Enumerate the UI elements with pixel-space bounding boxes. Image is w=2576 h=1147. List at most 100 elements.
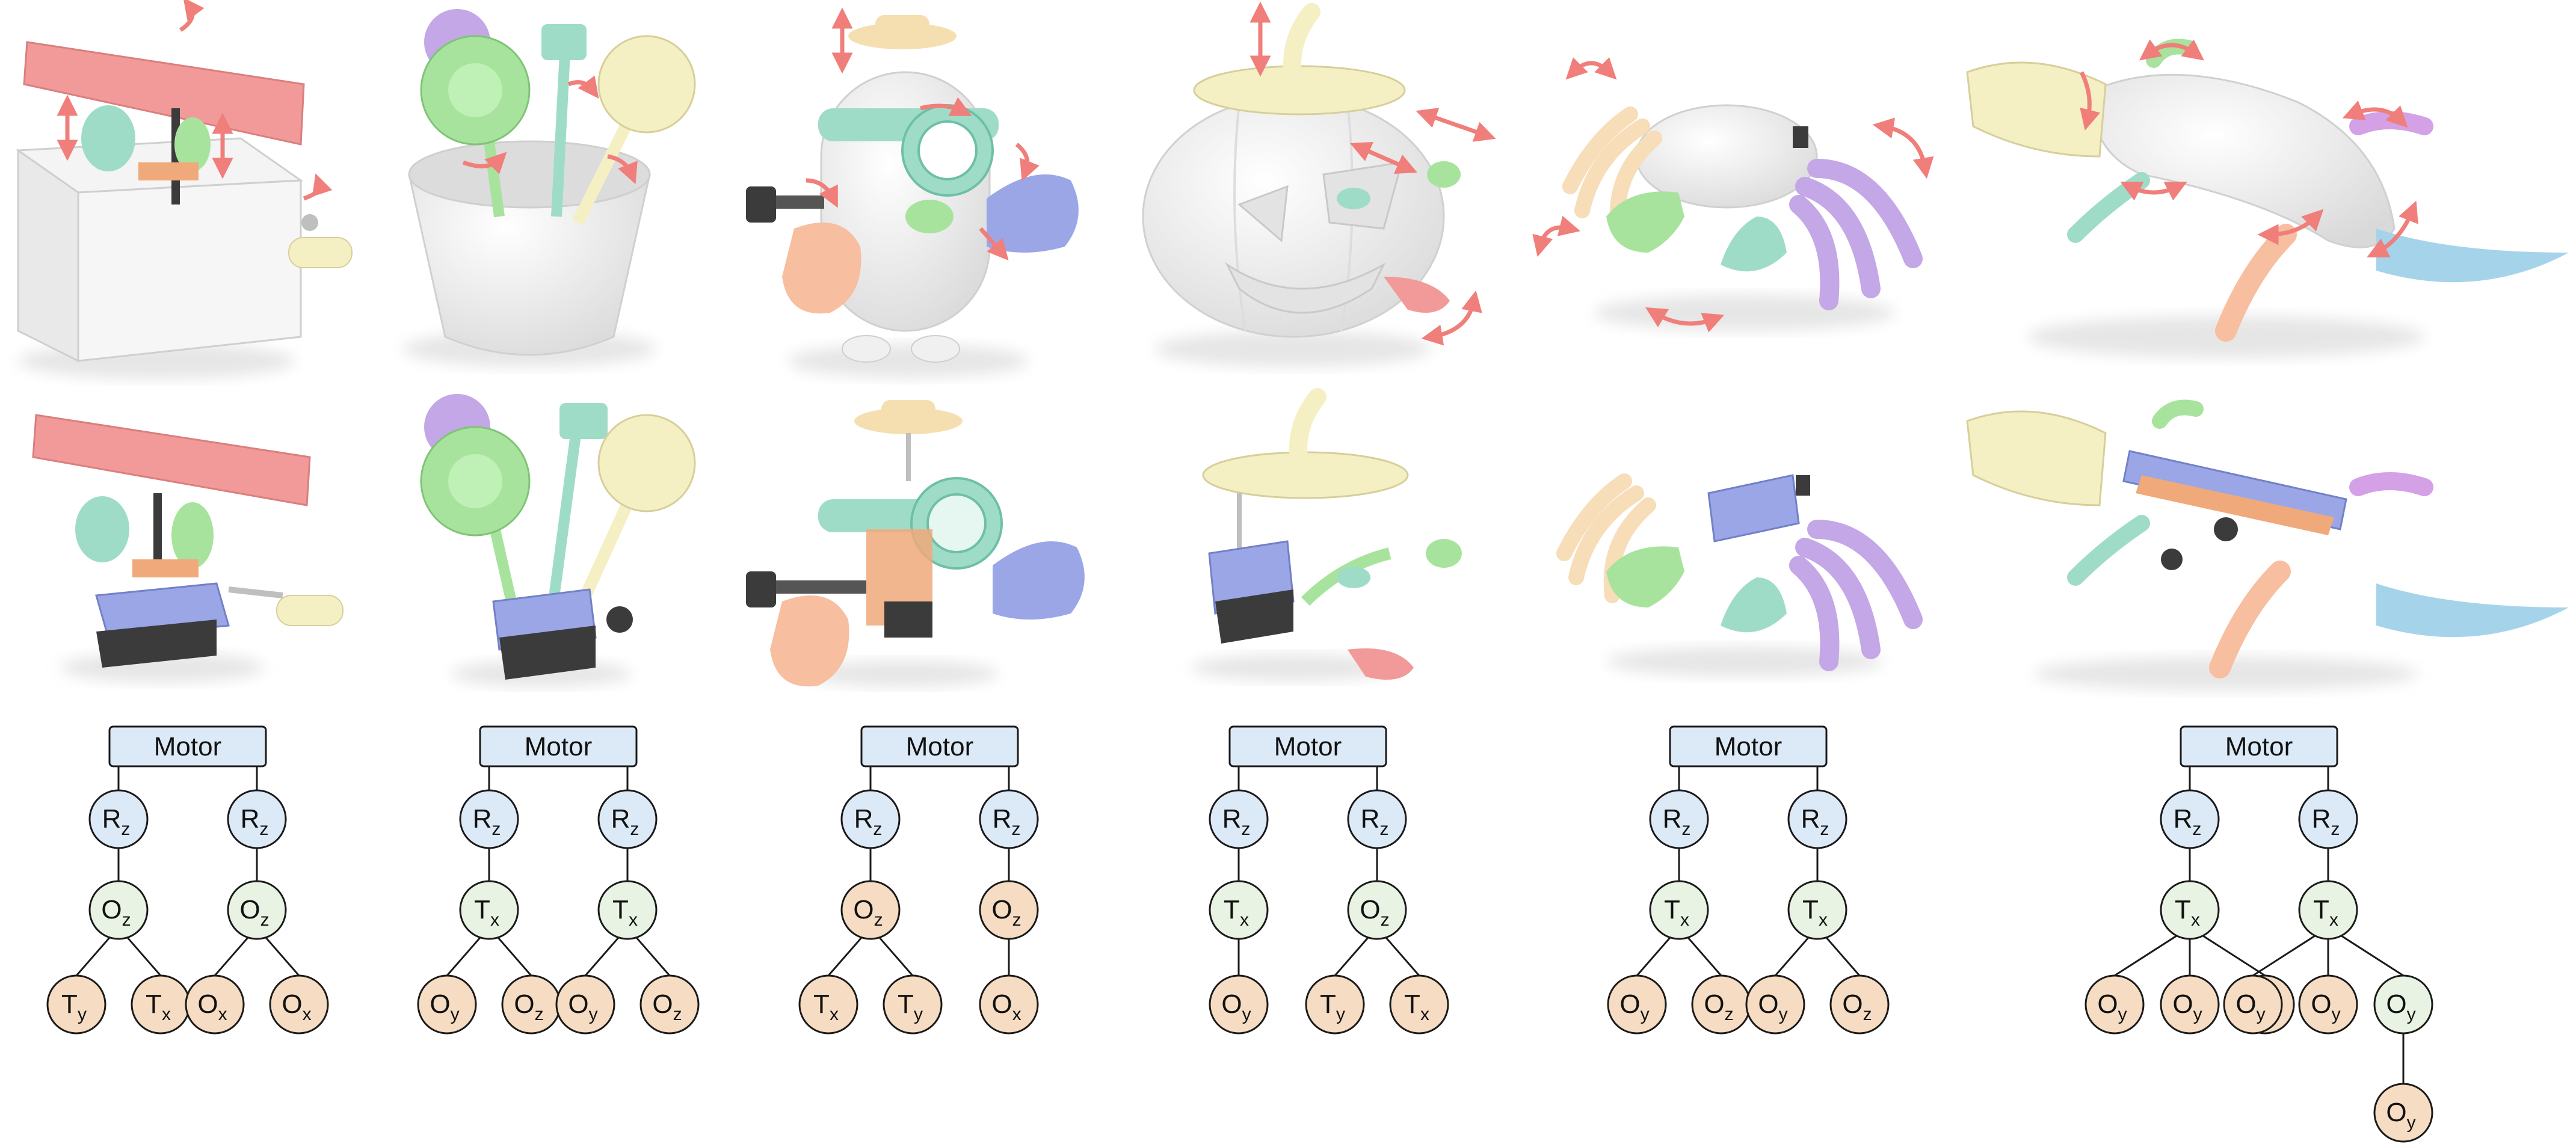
tree-node-label: Oy: [1619, 989, 1649, 1024]
tree-node-label: Oz: [1360, 895, 1389, 930]
pumpkin-assembled: [1142, 1, 1496, 367]
tree-node-rz: Rz: [1347, 789, 1407, 849]
tree-node-tx: Tx: [1389, 974, 1449, 1035]
mechanism-trees: Motor Rz Oz Ty Tx Rz Oz Ox Ox Motor Rz Tx Oy Oz Rz Tx Oy…: [46, 725, 2433, 1143]
tree-node-label: Tx: [2313, 895, 2338, 930]
tree-node-rz: Rz: [88, 789, 149, 849]
motor-box: [860, 725, 1019, 767]
tree-node-label: Ty: [1320, 989, 1345, 1024]
tree-node-label: Oz: [1704, 989, 1733, 1024]
tree-node-oz: Oz: [1829, 974, 1890, 1035]
tree-node-label: Tx: [813, 989, 839, 1024]
tree-node-label: Tx: [1404, 989, 1429, 1024]
tree-node-oz: Oz: [88, 880, 149, 940]
tree-crab: Motor Rz Tx Oy Oz Rz Tx Oy Oz: [1607, 725, 1890, 1035]
jack-in-the-box-assembled: [15, 0, 353, 379]
tree-node-label: Rz: [1361, 804, 1389, 839]
motor-label: Motor: [1715, 732, 1782, 761]
tree-pumpkin: Motor Rz Tx Oy Rz Oz Ty Tx: [1209, 725, 1449, 1035]
tree-node-rz: Rz: [840, 789, 901, 849]
flower-pot-assembled: [403, 9, 696, 367]
tree-node-label: Oz: [991, 895, 1021, 930]
tree-node-rz: Rz: [227, 789, 287, 849]
tree-node-label: Oy: [430, 989, 459, 1024]
tree-node-rz: Rz: [1209, 789, 1269, 849]
tree-node-tx: Tx: [2160, 880, 2220, 940]
tree-node-ox: Ox: [185, 974, 245, 1035]
tree-node-label: Ty: [898, 989, 923, 1024]
tree-node-tx: Tx: [2298, 880, 2358, 940]
tree-node-tx: Tx: [1649, 880, 1709, 940]
tree-node-label: Tx: [612, 895, 638, 930]
tree-node-label: Ox: [282, 989, 311, 1024]
gecko-assembled: [1966, 38, 2569, 358]
tree-node-label: Oy: [2236, 989, 2265, 1024]
tree-node-rz: Rz: [979, 789, 1039, 849]
tree-node-label: Tx: [146, 989, 171, 1024]
motor-box: [108, 725, 267, 767]
tree-node-label: Rz: [2174, 804, 2202, 839]
tree-node-oz: Oz: [1691, 974, 1751, 1035]
tree-node-label: Rz: [854, 804, 883, 839]
tree-node-rz: Rz: [2298, 789, 2358, 849]
tree-node-label: Tx: [2175, 895, 2200, 930]
tree-node-oy: Oy: [1607, 974, 1667, 1035]
tree-node-label: Tx: [1802, 895, 1828, 930]
tree-node-oy: Oy: [2085, 974, 2145, 1035]
tree-node-tx: Tx: [1209, 880, 1269, 940]
tree-node-oy: Oy: [555, 974, 615, 1035]
tree-node-oy: Oy: [2373, 1083, 2433, 1143]
motor-box: [479, 725, 638, 767]
tree-node-rz: Rz: [597, 789, 658, 849]
tree-node-label: Rz: [611, 804, 639, 839]
tree-node-oz: Oz: [227, 880, 287, 940]
tree-node-oz: Oz: [979, 880, 1039, 940]
tree-node-label: Oy: [1758, 989, 1787, 1024]
tree-node-oy: Oy: [2298, 974, 2358, 1035]
tree-node-oy: Oy: [2223, 974, 2283, 1035]
tree-node-tx: Tx: [597, 880, 658, 940]
tree-node-label: Rz: [1222, 804, 1251, 839]
motor-label: Motor: [1274, 732, 1342, 761]
tree-gecko: MotorRzTxOyOyOxRzTxOyOyOyOy: [2085, 725, 2433, 1143]
tree-node-label: Rz: [993, 804, 1021, 839]
tree-node-label: Rz: [2312, 804, 2340, 839]
motor-box: [1669, 725, 1828, 767]
tree-node-label: Oy: [2172, 989, 2202, 1024]
tree-node-ox: Ox: [979, 974, 1039, 1035]
tree-node-oy: Oy: [417, 974, 477, 1035]
gecko-mechanism: [1966, 399, 2569, 690]
tree-minion: Motor Rz Oz Tx Ty Rz Oz Ox: [798, 725, 1039, 1035]
motor-label: Motor: [525, 732, 592, 761]
motor-label: Motor: [154, 732, 221, 761]
crab-mechanism: [1556, 473, 1923, 677]
tree-node-label: Oy: [2386, 1098, 2415, 1133]
tree-node-tx: Tx: [1787, 880, 1847, 940]
tree-node-label: Oz: [101, 895, 131, 930]
tree-node-oy: Oy: [1209, 974, 1269, 1035]
tree-node-oz: Oz: [840, 880, 901, 940]
tree-node-oz: Oz: [501, 974, 561, 1035]
tree-node-label: Oz: [1842, 989, 1872, 1024]
flower-pot-mechanism: [420, 394, 696, 687]
tree-node-label: Ox: [197, 989, 227, 1024]
tree-node-ty: Ty: [46, 974, 106, 1035]
motor-box: [2180, 725, 2338, 767]
tree-flower-pot: Motor Rz Tx Oy Oz Rz Tx Oy Oz: [417, 725, 700, 1035]
tree-node-rz: Rz: [2160, 789, 2220, 849]
tree-node-label: Tx: [1664, 895, 1689, 930]
tree-node-oy: Oy: [2160, 974, 2220, 1035]
tree-node-tx: Tx: [459, 880, 519, 940]
tree-node-oz: Oz: [1347, 880, 1407, 940]
tree-node-label: Oz: [853, 895, 883, 930]
assembled-models-row: [15, 0, 2569, 379]
motor-label: Motor: [2225, 732, 2293, 761]
tree-node-rz: Rz: [1787, 789, 1847, 849]
tree-node-label: Oy: [2311, 989, 2340, 1024]
tree-node-label: Oy: [1221, 989, 1251, 1024]
minion-assembled: [746, 7, 1079, 378]
tree-node-ty: Ty: [1305, 974, 1365, 1035]
tree-node-label: Oz: [514, 989, 543, 1024]
tree-node-label: Oz: [652, 989, 682, 1024]
